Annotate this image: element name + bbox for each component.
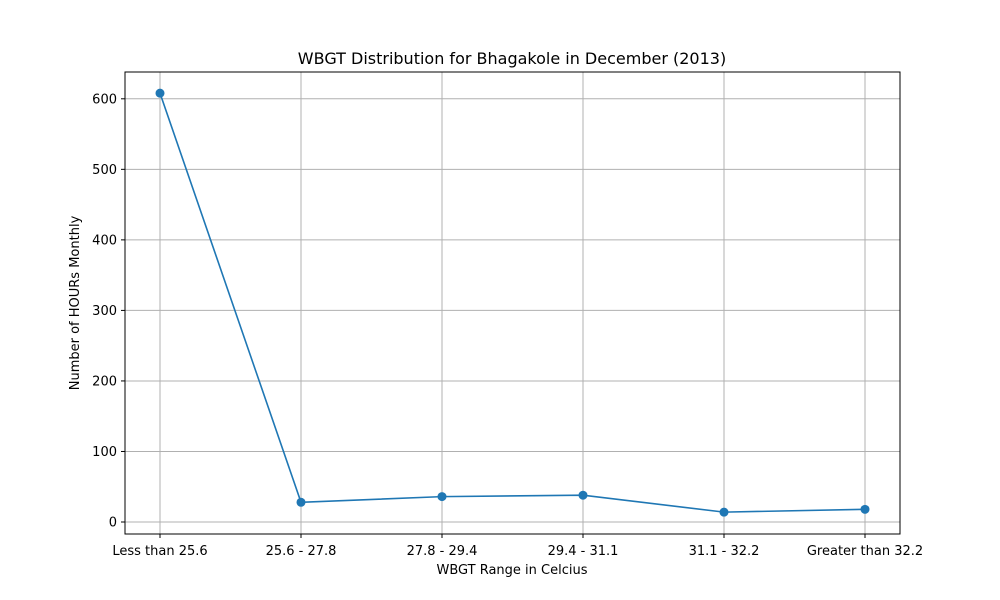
data-point <box>860 504 870 514</box>
y-tick-label: 200 <box>92 374 117 389</box>
x-tick-label: 29.4 - 31.1 <box>548 544 619 559</box>
x-tick-label: Less than 25.6 <box>112 544 207 559</box>
data-point <box>296 497 306 507</box>
y-axis-label: Number of HOURs Monthly <box>68 215 83 390</box>
y-tick-label: 300 <box>92 304 117 319</box>
x-axis-label: WBGT Range in Celcius <box>436 563 587 578</box>
tick-layer: Less than 25.6 25.6 - 27.8 27.8 - 29.4 29.4… <box>92 92 923 559</box>
grid-layer <box>125 72 900 534</box>
y-tick-label: 0 <box>109 516 117 531</box>
x-tick-label: 25.6 - 27.8 <box>266 544 337 559</box>
data-point <box>437 492 447 502</box>
plot-frame <box>124 71 901 535</box>
chart-title: WBGT Distribution for Bhagakole in Decem… <box>298 49 726 68</box>
series-line <box>159 92 866 513</box>
series-layer <box>155 88 870 517</box>
y-tick-label: 400 <box>92 233 117 248</box>
x-tick-label: Greater than 32.2 <box>807 544 923 559</box>
y-tick-label: 500 <box>92 163 117 178</box>
data-point <box>719 507 729 517</box>
x-tick-label: 31.1 - 32.2 <box>689 544 760 559</box>
data-point <box>155 88 165 98</box>
y-tick-label: 100 <box>92 445 117 460</box>
x-tick-label: 27.8 - 29.4 <box>407 544 478 559</box>
data-point <box>578 490 588 500</box>
y-tick-label: 600 <box>92 92 117 107</box>
